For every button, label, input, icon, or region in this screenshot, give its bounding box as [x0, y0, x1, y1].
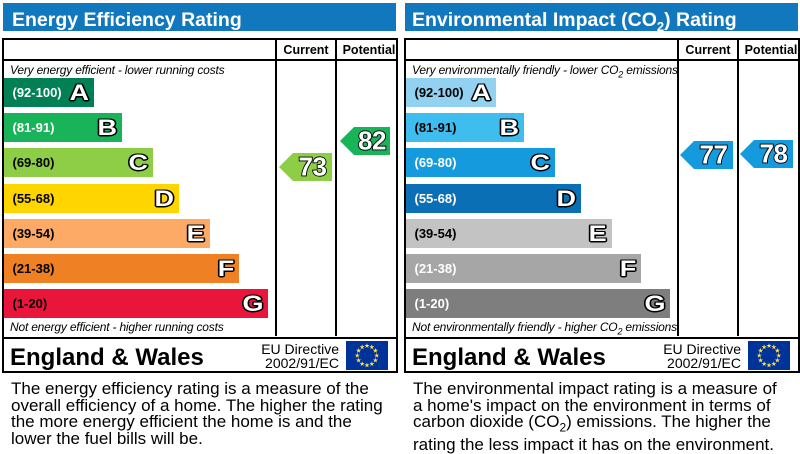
svg-text:77: 77 — [700, 141, 728, 169]
svg-text:73: 73 — [299, 153, 327, 181]
svg-text:78: 78 — [760, 140, 788, 168]
svg-text:82: 82 — [358, 127, 386, 155]
